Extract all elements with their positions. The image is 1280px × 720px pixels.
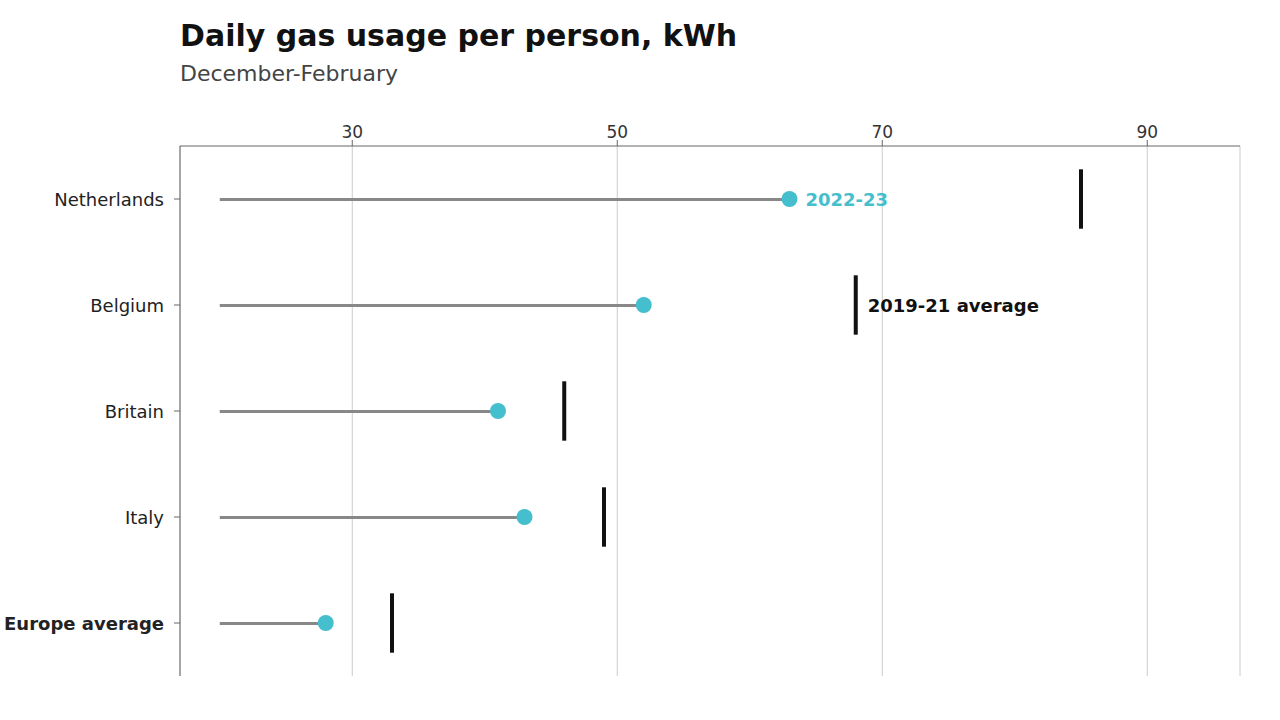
svg-text:Italy: Italy <box>125 507 164 528</box>
svg-text:2022-23: 2022-23 <box>806 189 889 210</box>
svg-text:90: 90 <box>1136 122 1158 142</box>
svg-text:2019-21 average: 2019-21 average <box>868 295 1039 316</box>
html-text:Daily gas usage per person, kW: Daily gas usage per person, kWh <box>180 18 738 53</box>
svg-text:50: 50 <box>606 122 628 142</box>
svg-text:70: 70 <box>871 122 893 142</box>
svg-text:30: 30 <box>341 122 363 142</box>
svg-text:Europe average: Europe average <box>8 613 164 634</box>
html-text:December-February: December-February <box>180 61 399 86</box>
svg-text:Britain: Britain <box>105 401 164 422</box>
svg-text:Netherlands: Netherlands <box>54 189 164 210</box>
svg-text:Belgium: Belgium <box>90 295 164 316</box>
